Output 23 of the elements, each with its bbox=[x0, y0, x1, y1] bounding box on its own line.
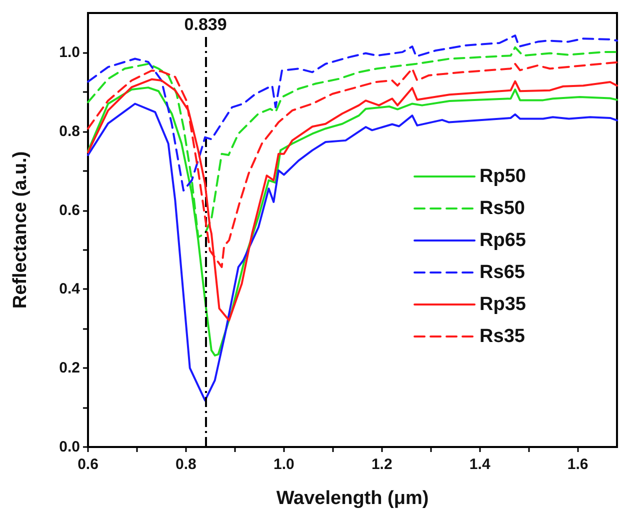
legend-label: Rs35 bbox=[480, 326, 526, 347]
x-tick-label: 1.6 bbox=[567, 456, 588, 473]
y-tick-label: 0.2 bbox=[59, 360, 80, 377]
legend-label: Rp35 bbox=[480, 294, 526, 315]
x-tick-label: 1.0 bbox=[273, 456, 294, 473]
legend-label: Rp50 bbox=[480, 166, 526, 187]
legend-label: Rp65 bbox=[480, 230, 526, 251]
legend-label: Rs50 bbox=[480, 198, 525, 219]
y-tick-label: 0.4 bbox=[59, 280, 81, 298]
x-tick-label: 1.2 bbox=[371, 456, 392, 473]
y-tick-label: 0.0 bbox=[59, 438, 80, 456]
x-tick-label: 1.4 bbox=[469, 456, 491, 473]
y-tick-label: 0.6 bbox=[59, 202, 80, 219]
y-axis-title: Reflectance (a.u.) bbox=[10, 151, 31, 309]
x-tick-label: 0.8 bbox=[176, 456, 196, 473]
line-series bbox=[87, 34, 618, 192]
y-tick-label: 0.8 bbox=[59, 122, 80, 140]
x-tick-label: 0.6 bbox=[78, 456, 98, 473]
y-tick-label: 1.0 bbox=[59, 44, 80, 61]
x-axis-title: Wavelength (μm) bbox=[276, 488, 429, 509]
ref-line-label: 0.839 bbox=[184, 15, 227, 34]
legend-label: Rs65 bbox=[480, 262, 526, 283]
line-series bbox=[87, 102, 618, 402]
